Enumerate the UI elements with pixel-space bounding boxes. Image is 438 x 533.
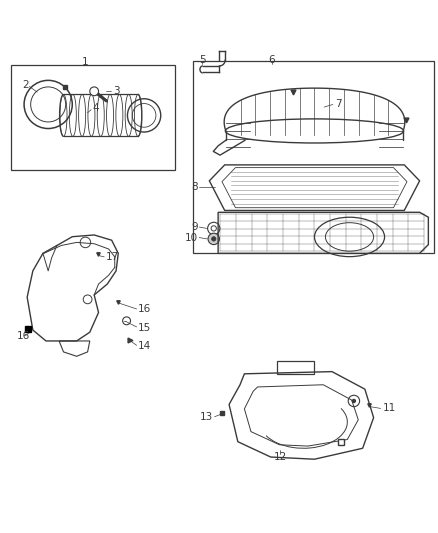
Text: 7: 7 bbox=[335, 99, 342, 109]
Circle shape bbox=[352, 399, 356, 403]
Text: 5: 5 bbox=[199, 55, 206, 65]
Circle shape bbox=[211, 226, 216, 231]
Text: 6: 6 bbox=[268, 55, 275, 65]
Text: 13: 13 bbox=[200, 411, 213, 422]
Text: 11: 11 bbox=[382, 403, 396, 414]
Text: 4: 4 bbox=[92, 103, 99, 113]
Circle shape bbox=[208, 233, 219, 245]
Text: 12: 12 bbox=[274, 451, 287, 462]
Circle shape bbox=[212, 237, 216, 241]
Text: 16: 16 bbox=[138, 304, 151, 314]
Text: 16: 16 bbox=[17, 330, 30, 341]
Text: 14: 14 bbox=[138, 341, 151, 351]
Text: 1: 1 bbox=[82, 56, 89, 67]
Circle shape bbox=[90, 87, 99, 96]
Text: 3: 3 bbox=[113, 86, 120, 96]
Text: 17: 17 bbox=[106, 252, 119, 262]
Text: 8: 8 bbox=[191, 182, 198, 192]
Text: 15: 15 bbox=[138, 323, 151, 333]
Text: 2: 2 bbox=[22, 80, 29, 90]
Text: 9: 9 bbox=[191, 222, 198, 232]
Text: 10: 10 bbox=[185, 232, 198, 243]
